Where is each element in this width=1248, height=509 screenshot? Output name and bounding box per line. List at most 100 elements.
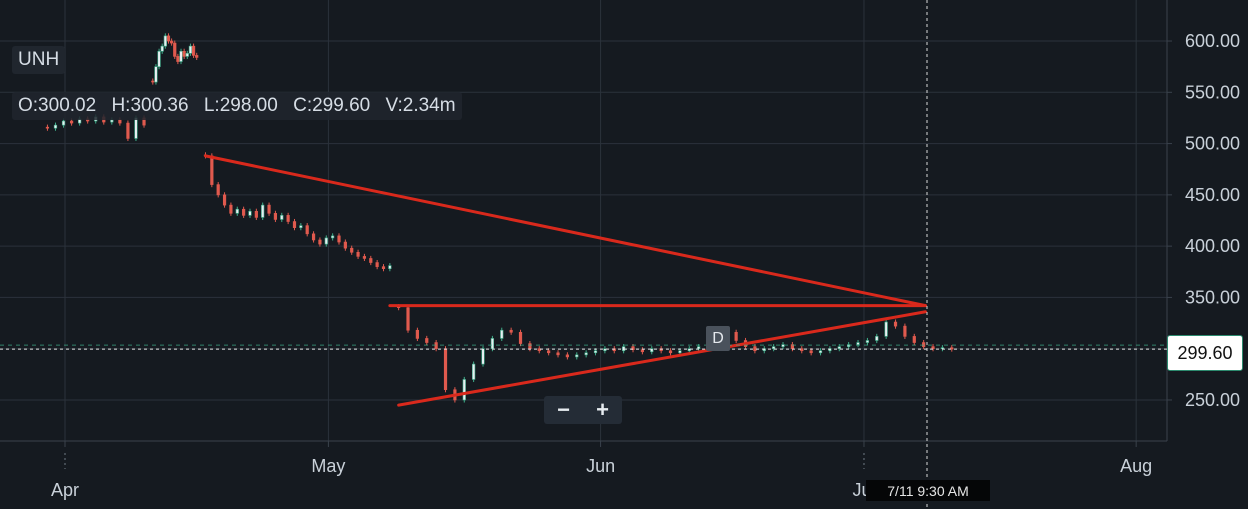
open-value: O:300.02 (18, 95, 97, 116)
candle-body-85 (650, 348, 654, 353)
candle-body-27 (195, 55, 199, 58)
candle-body-73 (537, 348, 541, 352)
candle-body-115 (931, 346, 935, 349)
candle-body-89 (687, 348, 691, 352)
candle-body-78 (584, 352, 588, 356)
candle-body-2 (61, 120, 66, 126)
crosshair-time-label: 7/11 9:30 AM (866, 480, 990, 501)
y-tick-label-2: 350.00 (1185, 287, 1240, 307)
candle-body-1 (53, 124, 58, 129)
candle-body-102 (809, 350, 813, 354)
candle-body-101 (800, 348, 804, 352)
candle-body-111 (893, 321, 898, 327)
candle-body-18 (166, 35, 171, 42)
candle-body-71 (518, 331, 523, 344)
candle-body-17 (163, 35, 167, 47)
candle-body-49 (337, 235, 341, 243)
candle-body-65 (462, 379, 466, 401)
candle-body-113 (912, 336, 916, 343)
candle-body-114 (922, 342, 926, 347)
candle-body-35 (248, 210, 252, 216)
low-value: L:298.00 (203, 95, 278, 116)
candle-body-34 (242, 208, 246, 216)
candle-body-31 (222, 194, 227, 206)
candle-body-61 (425, 338, 429, 343)
candle-body-38 (267, 204, 271, 214)
candle-body-16 (160, 45, 164, 52)
candle-body-15 (157, 50, 161, 67)
symbol-label: UNH (12, 46, 66, 74)
candle-body-21 (176, 56, 180, 62)
candle-body-30 (216, 184, 220, 196)
candle-body-44 (305, 225, 309, 235)
candle-body-8 (110, 119, 114, 123)
last-price-tag: 299.60 (1167, 335, 1243, 371)
candle-body-70 (509, 329, 513, 333)
candle-body-110 (884, 321, 888, 337)
candle-body-60 (415, 329, 419, 339)
candle-body-94 (734, 331, 738, 341)
candle-body-45 (311, 233, 316, 241)
dividend-marker[interactable]: D (706, 326, 730, 351)
candle-body-88 (678, 350, 682, 354)
candle-body-76 (565, 354, 569, 358)
candle-body-19 (170, 40, 174, 44)
candle-body-41 (286, 215, 290, 222)
candle-body-90 (697, 346, 701, 349)
y-tick-label-0: 250.00 (1185, 390, 1240, 410)
candle-body-105 (837, 346, 841, 349)
candle-body-55 (375, 262, 379, 267)
candle-body-83 (631, 346, 635, 351)
y-tick-label-3: 400.00 (1185, 236, 1240, 256)
zoom-in-button[interactable]: + (596, 397, 609, 422)
candle-body-50 (343, 241, 347, 249)
candle-body-43 (299, 225, 303, 228)
candle-body-32 (229, 204, 233, 214)
candle-body-68 (490, 338, 494, 349)
candle-body-63 (443, 348, 448, 391)
candle-body-0 (45, 126, 50, 129)
candle-body-24 (185, 53, 189, 57)
y-tick-label-5: 500.00 (1185, 134, 1240, 154)
high-value: H:300.36 (111, 95, 189, 116)
x-tick-label-0: Apr (51, 480, 79, 500)
candle-body-3 (69, 120, 74, 124)
candle-body-112 (903, 325, 907, 337)
volume-value: V:2.34m (385, 95, 456, 116)
x-tick-label-1: May (311, 456, 345, 476)
candle-body-57 (388, 265, 392, 270)
candle-body-56 (381, 266, 386, 270)
candle-body-9 (118, 119, 122, 124)
candle-body-48 (331, 235, 335, 239)
candle-body-20 (173, 42, 177, 57)
candle-body-37 (261, 204, 265, 218)
candle-body-72 (528, 343, 532, 349)
candle-body-99 (781, 344, 785, 347)
candle-body-22 (179, 50, 183, 62)
candle-body-51 (350, 247, 354, 253)
zoom-out-button[interactable]: − (557, 397, 570, 422)
candle-body-66 (472, 363, 476, 380)
candle-body-39 (273, 213, 278, 220)
candle-body-80 (603, 348, 607, 352)
candle-body-11 (134, 117, 138, 139)
candle-body-14 (154, 66, 158, 83)
candle-body-36 (254, 210, 258, 218)
candle-body-106 (847, 344, 851, 347)
candle-body-26 (191, 45, 196, 56)
ohlc-readout: O:300.02 H:300.36 L:298.00 C:299.60 V:2.… (12, 92, 462, 120)
candle-body-117 (950, 347, 954, 350)
y-tick-label-7: 600.00 (1185, 31, 1240, 51)
candle-body-33 (235, 208, 239, 214)
candle-body-96 (753, 346, 757, 352)
zoom-controls: − + (544, 396, 622, 424)
candle-body-77 (575, 354, 579, 358)
candle-body-116 (940, 347, 945, 349)
candle-body-62 (434, 342, 438, 349)
candle-body-75 (556, 352, 560, 356)
candle-body-25 (188, 45, 193, 54)
candle-body-67 (481, 348, 485, 365)
candle-body-109 (875, 336, 879, 341)
